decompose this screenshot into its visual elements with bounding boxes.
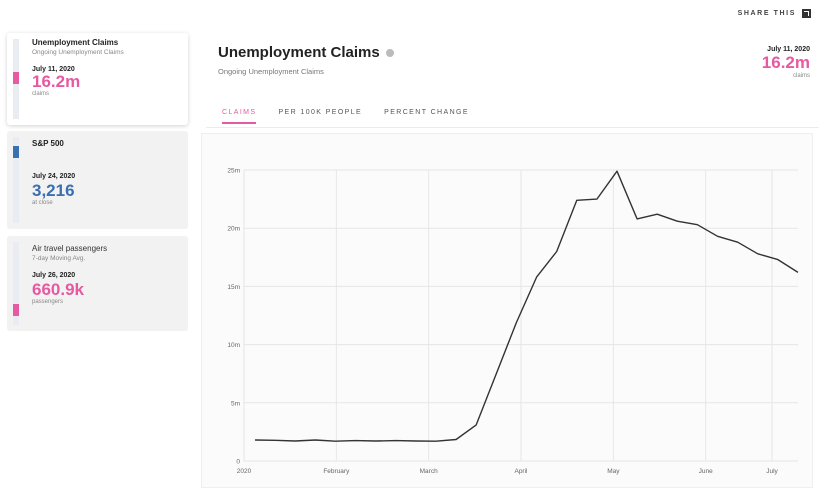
card-unit: claims	[32, 91, 50, 97]
card-level-bar	[13, 242, 19, 325]
share-control[interactable]: SHARE THIS	[738, 9, 811, 18]
page-title-text: Unemployment Claims	[218, 44, 380, 61]
y-tick-label: 25m	[227, 168, 240, 175]
sidebar-card-sp500[interactable]: S&P 500 July 24, 2020 3,216 at close	[7, 131, 188, 229]
latest-value: 16.2m	[761, 53, 810, 72]
card-level-bar	[13, 137, 19, 223]
card-title: S&P 500	[32, 139, 64, 148]
card-level-fill	[13, 146, 19, 158]
chart-panel: 0 5m 10m 15m 20m 25m 2020 February March April May…	[201, 133, 813, 488]
line-chart: 0 5m 10m 15m 20m 25m 2020 February March April May…	[227, 168, 799, 475]
share-icon[interactable]	[802, 9, 811, 18]
tab-per-100k-people[interactable]: PER 100K PEOPLE	[278, 109, 363, 116]
tab-percent-change[interactable]: PERCENT CHANGE	[384, 109, 469, 116]
card-value: 16.2m	[32, 72, 81, 91]
x-tick-label: March	[420, 468, 438, 475]
card-subtitle: 7-day Moving Avg.	[32, 255, 86, 262]
y-tick-label: 20m	[227, 226, 240, 233]
page-title: Unemployment Claims	[218, 44, 394, 61]
y-tick-label: 5m	[231, 400, 240, 407]
y-tick-label: 0	[236, 459, 240, 466]
card-value: 660.9k	[32, 280, 84, 299]
card-level-bar	[13, 39, 19, 119]
series-line	[254, 170, 799, 442]
x-tick-label: 2020	[237, 468, 252, 475]
y-tick-label: 15m	[227, 284, 240, 291]
page-subtitle: Ongoing Unemployment Claims	[218, 67, 324, 76]
latest-value-summary: July 11, 2020 16.2m claims	[762, 46, 810, 79]
latest-date: July 11, 2020	[767, 46, 810, 53]
card-title: Unemployment Claims	[32, 38, 119, 47]
tab-divider	[206, 127, 819, 128]
card-date: July 11, 2020	[32, 66, 75, 73]
share-label[interactable]: SHARE THIS	[737, 10, 796, 17]
x-tick-label: June	[699, 468, 713, 475]
card-value: 3,216	[32, 181, 75, 200]
latest-unit: claims	[792, 73, 810, 79]
y-tick-label: 10m	[227, 342, 240, 349]
x-tick-label: May	[607, 468, 620, 475]
metric-tabs: CLAIMS PER 100K PEOPLE PERCENT CHANGE	[222, 109, 469, 124]
x-tick-label: April	[514, 468, 528, 475]
card-date: July 24, 2020	[32, 173, 76, 180]
x-tick-label: July	[766, 468, 778, 475]
sidebar-card-unemployment[interactable]: Unemployment Claims Ongoing Unemployment…	[7, 33, 188, 125]
card-title: Air travel passengers	[32, 244, 108, 253]
card-level-fill	[13, 304, 19, 316]
x-tick-label: February	[323, 468, 350, 475]
card-level-fill	[13, 72, 19, 84]
card-date: July 26, 2020	[32, 272, 76, 279]
sidebar-card-air-travel[interactable]: Air travel passengers 7-day Moving Avg. …	[7, 236, 188, 331]
info-icon[interactable]	[385, 48, 394, 57]
card-unit: at close	[32, 200, 53, 206]
card-unit: passengers	[32, 299, 64, 305]
tab-claims[interactable]: CLAIMS	[222, 109, 257, 124]
card-subtitle: Ongoing Unemployment Claims	[32, 49, 124, 56]
